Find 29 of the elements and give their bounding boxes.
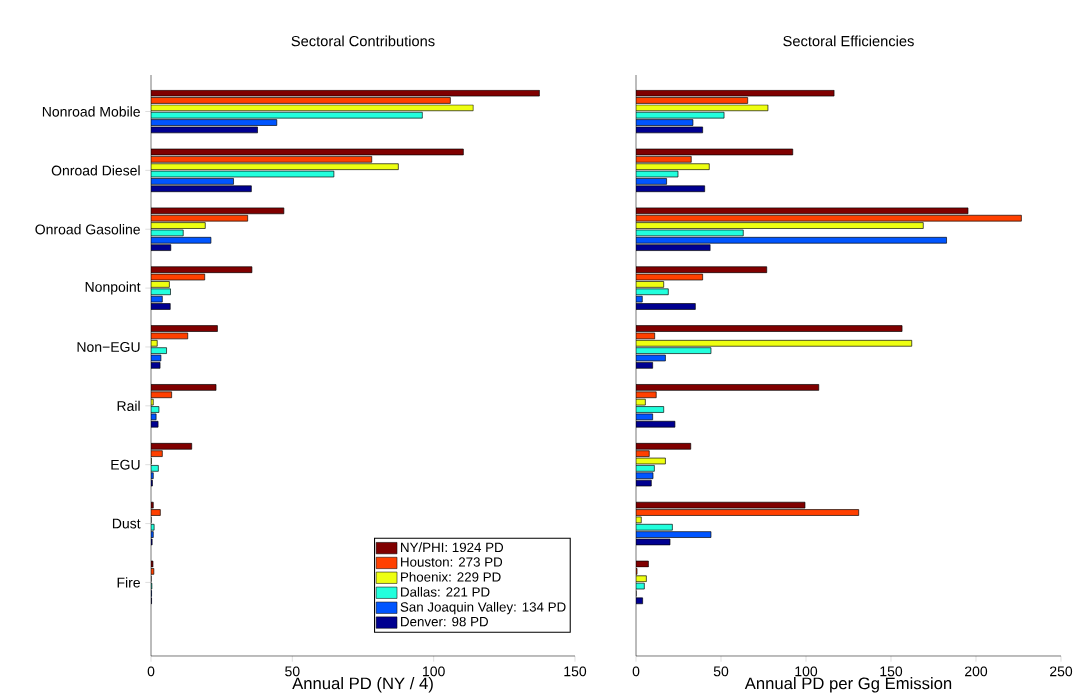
y-tick-label: Onroad Diesel (51, 165, 140, 176)
y-tick-label: Onroad Gasoline (35, 224, 140, 235)
x-tick-label: 100 (795, 666, 818, 677)
chart-title: Sectoral Contributions (291, 35, 435, 47)
legend-label: Houston: 273 PD (401, 557, 503, 567)
x-tick-label: 150 (880, 666, 903, 677)
y-tick-label: Fire (117, 577, 140, 588)
legend-label: Phoenix: 229 PD (401, 571, 501, 582)
y-tick-label: EGU (111, 459, 140, 470)
legend-label: Dallas: 221 PD (401, 586, 490, 597)
legend-label: NY/PHI: 1924 PD (401, 542, 504, 553)
x-tick-label: 250 (1050, 666, 1073, 677)
x-tick-label: 150 (564, 666, 587, 677)
y-tick-label: Nonpoint (85, 281, 141, 295)
x-axis-title: Annual PD per Gg Emission (744, 677, 952, 693)
legend-label: San Joaquin Valley: 134 PD (400, 601, 566, 615)
x-tick-label: 200 (965, 666, 988, 677)
chart-title: Sectoral Efficiencies (783, 35, 914, 47)
x-axis-title: Annual PD (NY / 4) (292, 677, 433, 693)
x-tick-label: 0 (147, 666, 155, 677)
x-tick-label: 50 (713, 666, 729, 677)
y-tick-label: Non−EGU (77, 342, 140, 352)
x-tick-label: 0 (632, 666, 640, 677)
y-tick-label: Dust (112, 518, 141, 529)
legend-label: Denver: 98 PD (401, 616, 488, 627)
y-tick-label: Rail (117, 400, 140, 411)
y-tick-label: Nonroad Mobile (42, 106, 140, 117)
x-tick-label: 100 (423, 666, 445, 677)
x-tick-label: 50 (285, 666, 300, 677)
